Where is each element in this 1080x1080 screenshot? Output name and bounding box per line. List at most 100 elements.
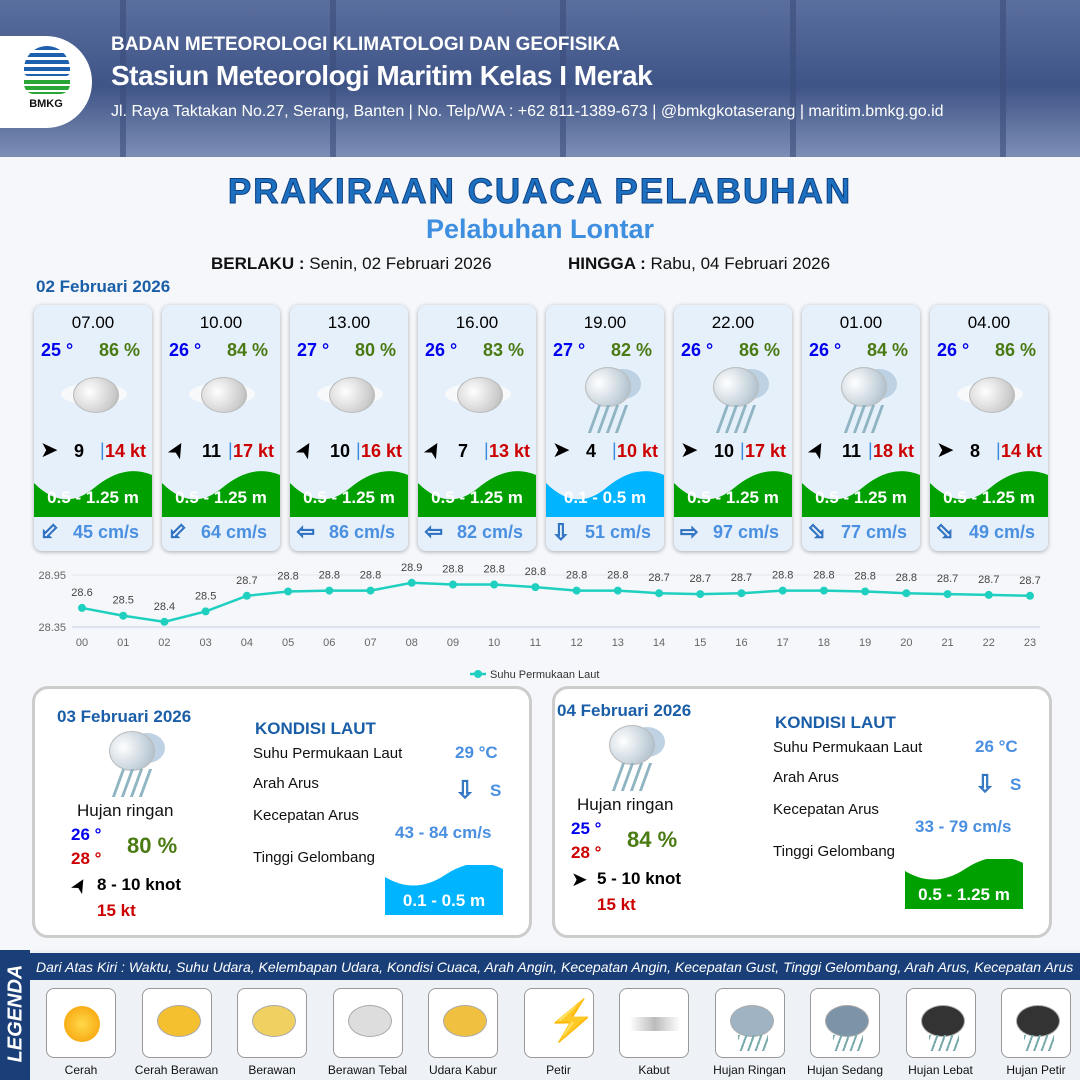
x-tick-label: 10	[488, 637, 500, 649]
current-info: ⇨ 97 cm/s	[679, 519, 790, 545]
berawan-tebal-icon	[59, 365, 129, 431]
data-point	[78, 603, 86, 612]
x-tick-label: 09	[447, 637, 459, 649]
data-point	[531, 583, 540, 592]
data-label: 28.7	[690, 573, 711, 585]
org-name: BADAN METEOROLOGI KLIMATOLOGI DAN GEOFIS…	[111, 34, 621, 55]
data-point	[1026, 591, 1034, 600]
forecast-time: 13.00	[327, 313, 371, 332]
air-temp: 25 °	[41, 340, 74, 360]
sst-value: 29 °C	[455, 743, 498, 762]
sea-condition-heading: KONDISI LAUT	[775, 713, 896, 732]
wave-icon	[802, 471, 920, 517]
x-tick-label: 08	[406, 637, 418, 649]
berawan-tebal-icon	[443, 365, 513, 431]
humidity: 83 %	[482, 340, 524, 360]
wave-icon	[385, 865, 503, 915]
sst-label: Suhu Permukaan Laut	[773, 739, 923, 756]
wind-gust: 16 kt	[360, 441, 402, 461]
forecast-time: 16.00	[455, 313, 499, 332]
hujan-ringan-icon	[827, 365, 897, 433]
wave-height: 0.5 - 1.25 m	[918, 885, 1010, 904]
y-tick-label: 28.35	[38, 622, 66, 634]
data-label: 28.7	[648, 572, 669, 584]
daily-summary-panel: 04 Februari 2026 Hujan ringan 25 ° 28 ° …	[552, 686, 1052, 938]
forecast-time: 19.00	[583, 313, 627, 332]
data-label: 28.8	[772, 570, 793, 582]
data-label: 28.8	[566, 570, 587, 582]
wind-gust: 18 kt	[872, 441, 914, 461]
current-info: ⇨ 82 cm/s	[424, 519, 534, 546]
legend-item-label: Hujan Petir	[1006, 1063, 1066, 1077]
wave-icon	[905, 859, 1023, 909]
station-name: Stasiun Meteorologi Maritim Kelas I Mera…	[111, 60, 653, 91]
data-point	[737, 589, 746, 598]
data-label: 28.7	[978, 574, 999, 586]
current-direction-icon: ⇨	[679, 519, 699, 545]
current-speed: 33 - 79 cm/s	[915, 817, 1012, 836]
wave-icon	[162, 471, 280, 517]
legend-item-label: Berawan	[248, 1063, 296, 1077]
valid-to: HINGGA : Rabu, 04 Februari 2026	[568, 254, 831, 273]
wind-speed: 11	[842, 441, 862, 461]
x-tick-label: 00	[76, 637, 88, 649]
current-direction-icon: ⇨	[971, 773, 999, 794]
x-tick-label: 13	[612, 637, 624, 649]
legend-item-label: Udara Kabur	[428, 1063, 498, 1077]
wind-info: ➤ 8 | 14 kt	[936, 437, 1042, 462]
contact-info: Jl. Raya Taktakan No.27, Serang, Banten …	[111, 103, 944, 120]
forecast-time: 04.00	[967, 313, 1011, 332]
data-label: 28.8	[854, 570, 875, 582]
wind-speed: 9	[74, 441, 85, 461]
wind-direction-icon: ➤	[418, 435, 449, 464]
kabut-icon	[619, 988, 689, 1058]
x-tick-label: 12	[570, 637, 582, 649]
data-point	[696, 590, 705, 599]
hujan-ringan-icon	[595, 723, 665, 791]
wave-icon	[546, 471, 664, 517]
x-tick-label: 19	[859, 637, 871, 649]
sst-value: 26 °C	[975, 737, 1018, 756]
current-speed: 64 cm/s	[201, 522, 268, 542]
x-tick-label: 20	[900, 637, 912, 649]
wave-height: 0.5 - 1.25 m	[815, 488, 907, 507]
data-point	[201, 607, 210, 616]
wave-height: 0.1 - 0.5 m	[402, 891, 486, 910]
data-point	[943, 590, 952, 599]
data-label: 28.7	[236, 575, 257, 587]
data-point	[572, 586, 581, 595]
y-tick-label: 28.95	[38, 570, 66, 582]
wave-height: 0.5 - 1.25 m	[687, 488, 779, 507]
x-tick-label: 21	[941, 637, 953, 649]
wind-gust: 13 kt	[488, 441, 530, 461]
current-info: ⇨ 64 cm/s	[162, 516, 278, 548]
air-temp: 26 °	[169, 340, 202, 360]
x-tick-label: 18	[818, 637, 830, 649]
current-speed: 43 - 84 cm/s	[395, 823, 492, 842]
forecast-card: 13.00 27 ° 80 % ➤ 10 | 16 kt 0.5 - 1.25 …	[290, 305, 408, 551]
current-info: ⇨ 86 cm/s	[296, 519, 406, 546]
current-direction-icon: ⇨	[802, 516, 833, 548]
wind-direction-icon: ➤	[40, 437, 59, 462]
wind-speed: 10	[714, 441, 735, 461]
wave-height: 0.5 - 1.25 m	[943, 488, 1035, 507]
legend-marker	[474, 670, 482, 678]
temp-min: 26 °	[71, 825, 102, 844]
wind-gust: 15 kt	[597, 895, 636, 914]
current-speed-label: Kecepatan Arus	[253, 807, 359, 824]
current-speed: 51 cm/s	[585, 522, 652, 542]
wind-gust: 14 kt	[104, 441, 146, 461]
current-speed: 77 cm/s	[841, 522, 908, 542]
temp-max: 28 °	[71, 849, 102, 868]
petir-icon: ⚡	[523, 988, 596, 1058]
x-tick-label: 11	[530, 637, 541, 649]
wind-info: ➤ 4 | 10 kt	[552, 437, 658, 462]
wave-icon	[418, 471, 536, 517]
x-tick-label: 17	[777, 637, 789, 649]
data-label: 28.4	[154, 601, 175, 613]
forecast-card: 01.00 26 ° 84 % ➤ 11 | 18 kt 0.5 - 1.25 …	[802, 305, 920, 551]
wind-speed: 10	[330, 441, 351, 461]
udara-kabur-icon	[428, 988, 498, 1058]
data-label: 28.8	[360, 570, 381, 582]
forecast-time: 01.00	[839, 313, 883, 332]
